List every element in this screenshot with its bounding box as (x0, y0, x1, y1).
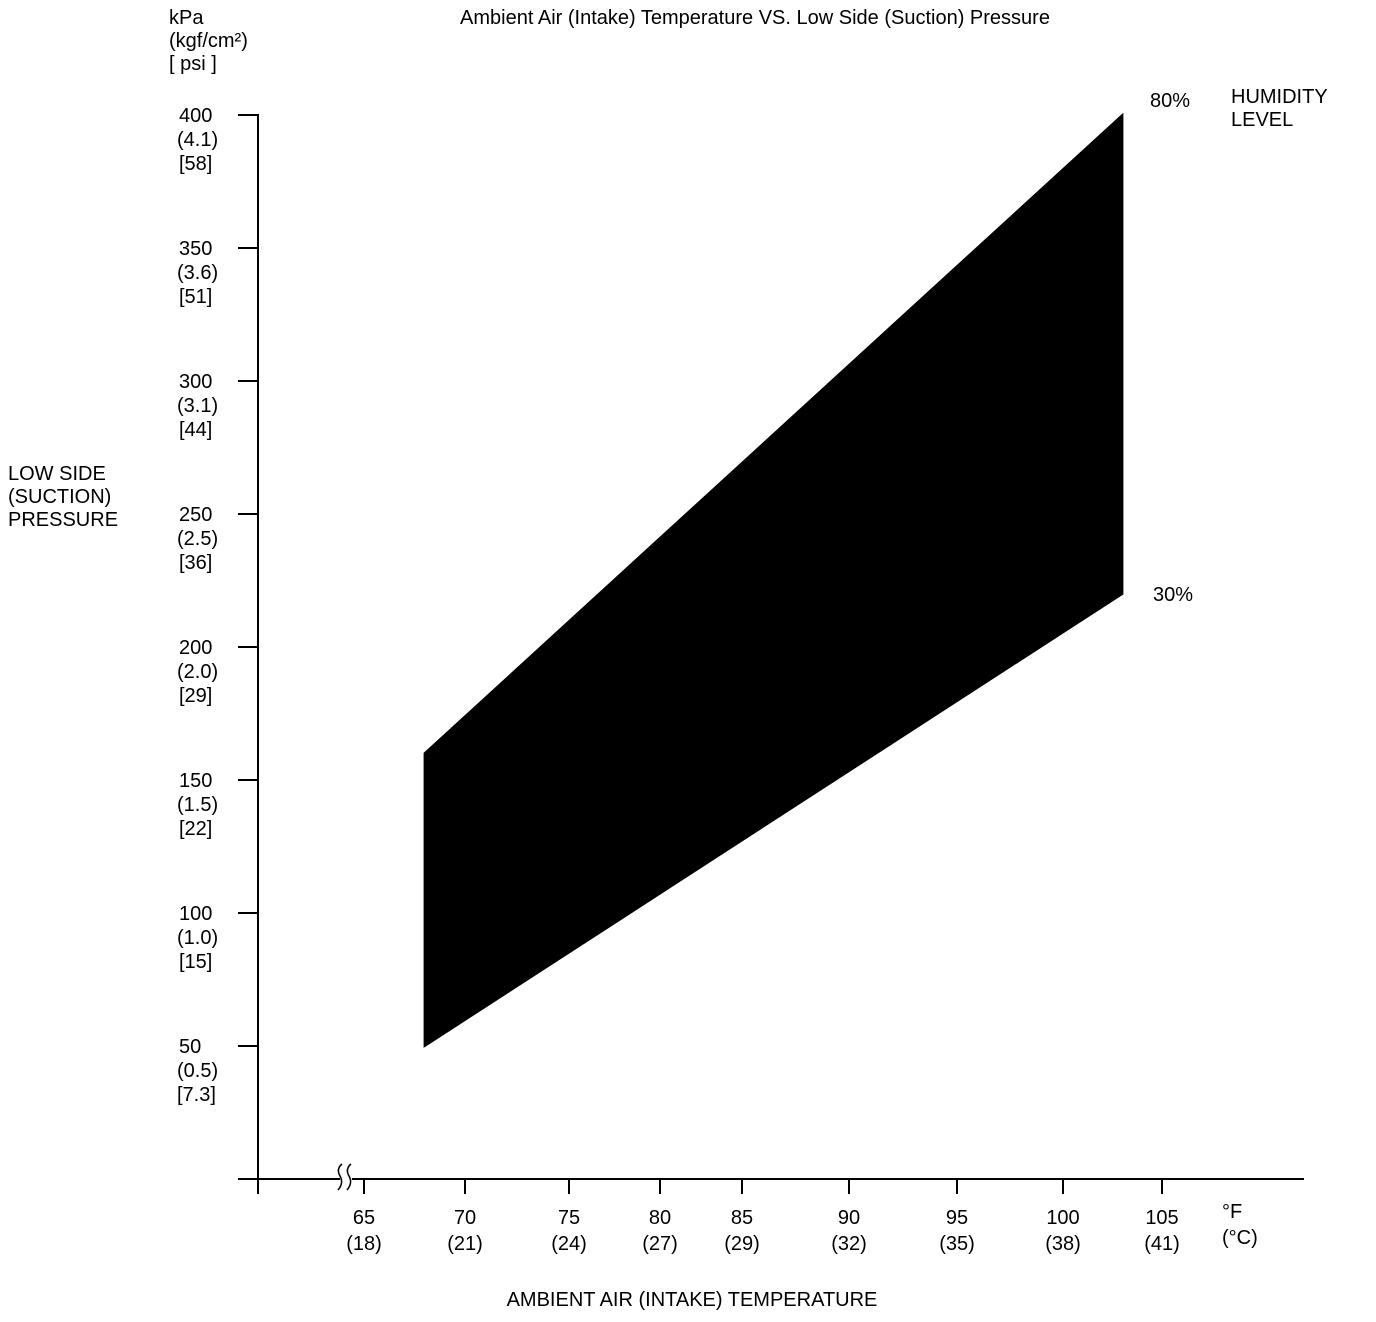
y-unit-label: kPa (kgf/cm²) [ psi ] (169, 7, 253, 75)
y-tick-label: 300 (179, 371, 212, 393)
x-tick-label: (27) (642, 1233, 678, 1255)
y-tick-label: 200 (179, 637, 212, 659)
y-tick-label: (3.1) (177, 395, 218, 417)
x-tick-label: (24) (551, 1233, 587, 1255)
series-label-30: 30% (1153, 584, 1193, 606)
series-label-80: 80% (1150, 90, 1190, 112)
series-line (423, 114, 1124, 755)
y-tick-label: (4.1) (177, 129, 218, 151)
y-tick-label: [44] (179, 419, 212, 441)
x-tick-label: (32) (831, 1233, 867, 1255)
y-tick-label: 350 (179, 238, 212, 260)
y-axis-label-line: PRESSURE (8, 509, 118, 531)
axis-break-mark (337, 1163, 343, 1191)
y-axis-label-line: LOW SIDE (8, 463, 106, 485)
legend-title: HUMIDITY LEVEL (1231, 86, 1333, 131)
x-tick-label: (41) (1144, 1233, 1180, 1255)
x-unit-label: °F (°C) (1222, 1201, 1258, 1249)
y-tick-label: (0.5) (177, 1060, 218, 1082)
x-tick-label: (35) (939, 1233, 975, 1255)
y-unit-line: [ psi ] (169, 53, 217, 75)
y-tick-label: [51] (179, 286, 212, 308)
y-tick-label: (2.5) (177, 528, 218, 550)
y-tick-label: (1.0) (177, 927, 218, 949)
x-tick-label: 95 (946, 1207, 968, 1229)
y-tick-label: [15] (179, 951, 212, 973)
x-tick-label: 85 (731, 1207, 753, 1229)
y-tick-label: 250 (179, 504, 212, 526)
y-tick-label: [29] (179, 685, 212, 707)
humidity-band (423, 112, 1124, 1048)
x-tick-label: 105 (1145, 1207, 1178, 1229)
y-axis-label-line: (SUCTION) (8, 486, 111, 508)
x-tick-label: (18) (346, 1233, 382, 1255)
legend-title-line: HUMIDITY (1231, 86, 1327, 108)
x-tick-label: 90 (838, 1207, 860, 1229)
x-tick-label: 75 (558, 1207, 580, 1229)
x-tick-label: (29) (724, 1233, 760, 1255)
x-tick-label: 65 (353, 1207, 375, 1229)
y-tick-label: [22] (179, 818, 212, 840)
y-tick-label: (3.6) (177, 262, 218, 284)
x-tick-label: 100 (1046, 1207, 1079, 1229)
legend-title-line: LEVEL (1231, 109, 1293, 131)
y-tick-label: 100 (179, 903, 212, 925)
y-unit-line: (kgf/cm²) (169, 30, 248, 52)
y-tick-label: [36] (179, 552, 212, 574)
y-axis-label: LOW SIDE (SUCTION) PRESSURE (8, 463, 118, 531)
y-tick-label: (2.0) (177, 661, 218, 683)
y-tick-label: (1.5) (177, 794, 218, 816)
y-unit-line: kPa (169, 7, 204, 29)
y-tick-label: [7.3] (177, 1084, 216, 1106)
x-unit-line: (°C) (1222, 1227, 1258, 1249)
axis-break-mark (346, 1163, 352, 1191)
x-unit-line: °F (1222, 1201, 1242, 1223)
chart-title: Ambient Air (Intake) Temperature VS. Low… (460, 7, 1050, 29)
x-axis-label: AMBIENT AIR (INTAKE) TEMPERATURE (507, 1289, 878, 1311)
y-tick-label: [58] (179, 153, 212, 175)
x-tick-label: (21) (447, 1233, 483, 1255)
x-tick-label: (38) (1045, 1233, 1081, 1255)
y-tick-label: 50 (179, 1036, 201, 1058)
y-tick-label: 150 (179, 770, 212, 792)
series-line (424, 592, 1123, 1047)
x-tick-label: 70 (454, 1207, 476, 1229)
y-tick-label: 400 (179, 105, 212, 127)
x-tick-label: 80 (649, 1207, 671, 1229)
